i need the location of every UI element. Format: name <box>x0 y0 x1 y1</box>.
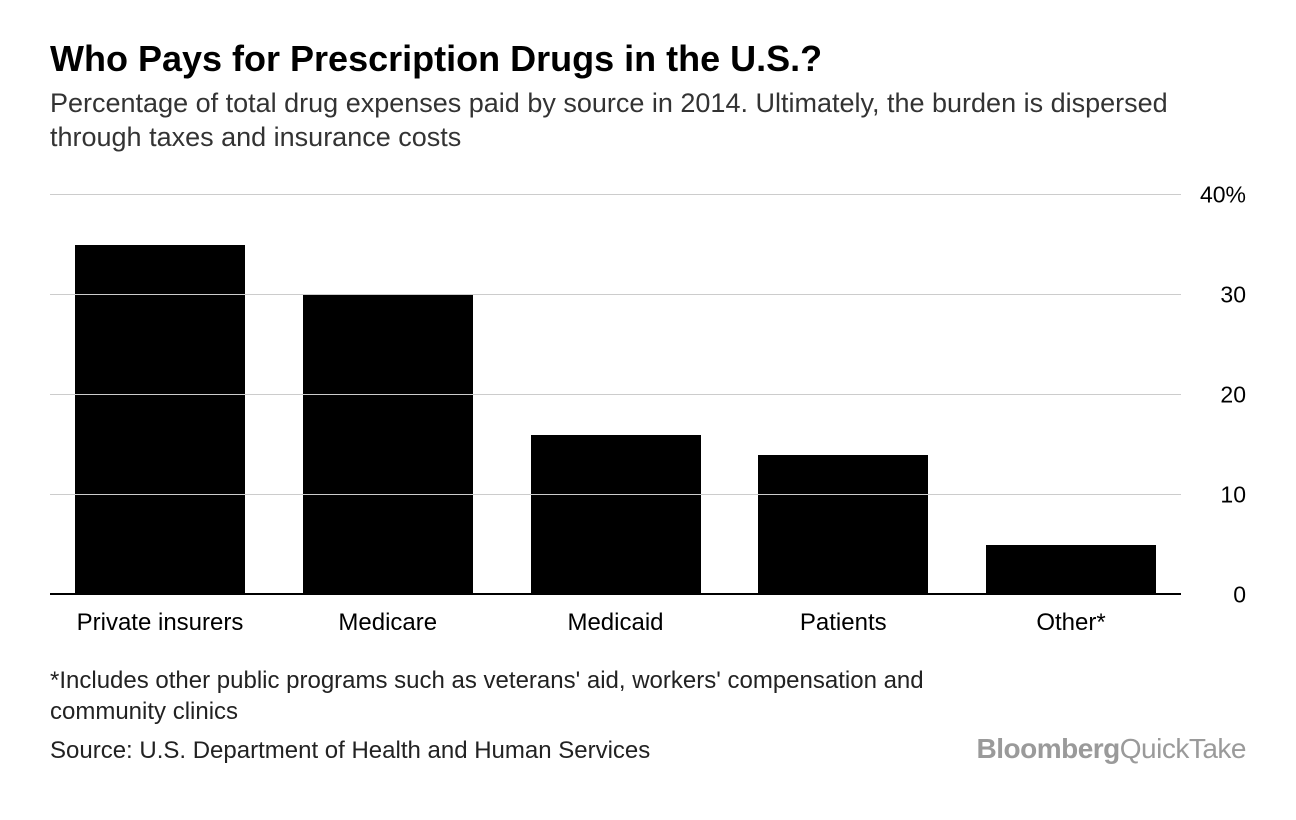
x-axis-tick-label: Medicaid <box>526 609 706 637</box>
y-axis-tick-label: 40% <box>1188 181 1246 208</box>
bar-slot <box>526 195 706 595</box>
gridline <box>50 194 1181 195</box>
y-axis-tick-label: 0 <box>1188 581 1246 608</box>
plot-area <box>50 195 1181 595</box>
x-axis-labels: Private insurers Medicare Medicaid Patients… <box>50 609 1181 637</box>
chart-source: Source: U.S. Department of Health and Hu… <box>50 737 650 765</box>
bar-slot <box>70 195 250 595</box>
x-axis-tick-label: Patients <box>753 609 933 637</box>
y-axis-tick-label: 20 <box>1188 381 1246 408</box>
chart-title: Who Pays for Prescription Drugs in the U… <box>50 38 1246 79</box>
bars-container <box>70 195 1161 595</box>
bar <box>75 245 245 595</box>
chart-footnote: *Includes other public programs such as … <box>50 665 1030 727</box>
chart-subtitle: Percentage of total drug expenses paid b… <box>50 87 1200 155</box>
gridline <box>50 294 1181 295</box>
y-axis-tick-label: 30 <box>1188 281 1246 308</box>
bar-slot <box>298 195 478 595</box>
brand-bold: Bloomberg <box>977 733 1120 764</box>
x-axis-tick-label: Medicare <box>298 609 478 637</box>
bar <box>531 435 701 595</box>
gridline <box>50 494 1181 495</box>
gridline <box>50 394 1181 395</box>
bar <box>758 455 928 595</box>
x-axis-tick-label: Other* <box>981 609 1161 637</box>
x-axis-tick-label: Private insurers <box>70 609 250 637</box>
brand-regular: QuickTake <box>1120 733 1246 764</box>
brand-attribution: BloombergQuickTake <box>977 733 1247 765</box>
x-axis-baseline <box>50 593 1181 595</box>
bar-slot <box>753 195 933 595</box>
bar <box>303 295 473 595</box>
bar-slot <box>981 195 1161 595</box>
chart-area: 010203040% <box>50 195 1246 595</box>
y-axis-tick-label: 10 <box>1188 481 1246 508</box>
bar <box>986 545 1156 595</box>
